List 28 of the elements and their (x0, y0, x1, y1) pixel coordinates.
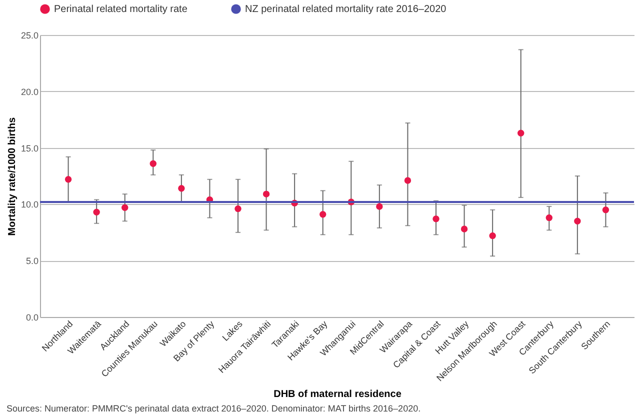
point (376, 203, 383, 210)
point (489, 232, 496, 240)
point (150, 160, 156, 167)
y-axis-title: Mortality rate/1000 births (6, 116, 18, 236)
y-tick-label: 25.0 (20, 30, 38, 40)
legend-label: NZ perinatal related mortality rate 2016–2020 (245, 4, 447, 16)
point (178, 185, 185, 192)
point (404, 177, 412, 184)
point (320, 211, 326, 218)
point (64, 176, 72, 183)
source-note: Sources: Numerator: PMMRC's perinatal data extract 2016–2020. Denominator: MAT births 2016–2020. (6, 404, 421, 414)
point (432, 216, 440, 222)
y-tick-label: 20.0 (20, 86, 38, 97)
x-axis-title: DHB of maternal residence (274, 389, 402, 400)
point (518, 130, 524, 136)
y-tick-label: 10.0 (20, 200, 38, 210)
point (122, 204, 128, 211)
legend-label: Perinatal related mortality rate (54, 4, 188, 16)
point (460, 226, 468, 232)
point (93, 208, 100, 216)
y-tick-label: 15.0 (20, 143, 38, 154)
y-tick-label: 5.0 (26, 256, 38, 266)
point (602, 206, 610, 214)
point (234, 205, 242, 212)
y-tick-label: 0.0 (26, 312, 38, 322)
point (574, 218, 581, 224)
point (546, 214, 552, 222)
point (262, 190, 270, 198)
